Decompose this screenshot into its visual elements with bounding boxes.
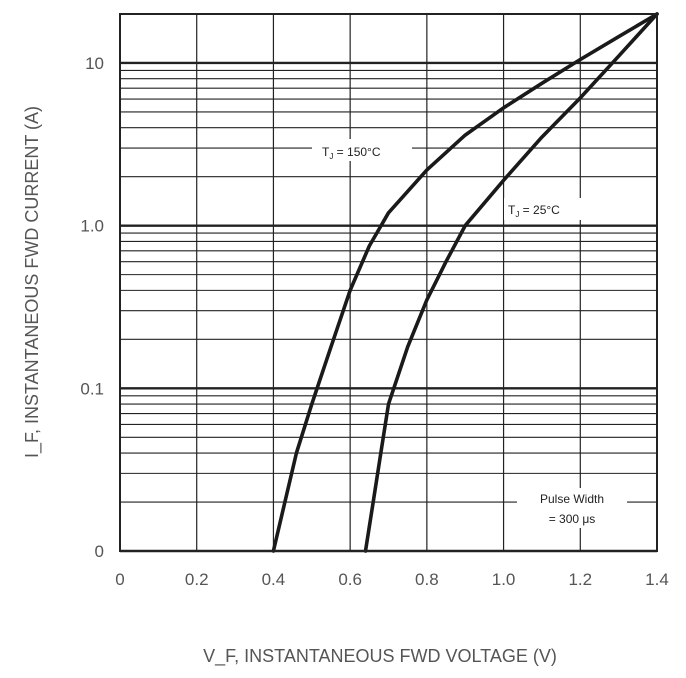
y-tick-label: 10	[85, 54, 104, 73]
pulse-width-line2: = 300 μs	[549, 512, 596, 526]
tj25-label-bg	[504, 198, 594, 220]
x-tick-label: 0.2	[185, 570, 209, 589]
tick-labels: 0 0.2 0.4 0.6 0.8 1.0 1.2 1.4 0 0.1 1.0 10	[80, 54, 668, 589]
plot-border	[119, 13, 658, 552]
curves	[271, 12, 659, 553]
annotations: TJ = 150°C TJ = 25°C Pulse Width = 300 μ…	[312, 139, 627, 528]
y-tick-label: 0.1	[80, 379, 104, 398]
x-tick-label: 0.6	[338, 570, 362, 589]
x-tick-label: 1.4	[645, 570, 669, 589]
pulse-width-line1: Pulse Width	[540, 492, 604, 506]
x-tick-label: 1.0	[492, 570, 516, 589]
tj25-label: TJ = 25°C	[508, 203, 560, 219]
x-axis-title: V_F, INSTANTANEOUS FWD VOLTAGE (V)	[203, 646, 557, 667]
y-tick-label: 0	[95, 542, 104, 561]
tj150-label-bg	[312, 139, 412, 161]
y-axis-title: I_F, INSTANTANEOUS FWD CURRENT (A)	[22, 106, 43, 458]
x-tick-label: 0.8	[415, 570, 439, 589]
tj150-label: TJ = 150°C	[322, 145, 381, 161]
pulse-width-bg	[517, 488, 627, 528]
x-tick-label: 0.4	[262, 570, 286, 589]
grid	[119, 13, 658, 553]
x-tick-label: 0	[115, 570, 124, 589]
plot-frame	[119, 13, 658, 552]
curve-tj-25c	[363, 12, 659, 553]
x-tick-label: 1.2	[568, 570, 592, 589]
y-tick-label: 1.0	[80, 217, 104, 236]
curve-tj-150c	[271, 12, 659, 553]
